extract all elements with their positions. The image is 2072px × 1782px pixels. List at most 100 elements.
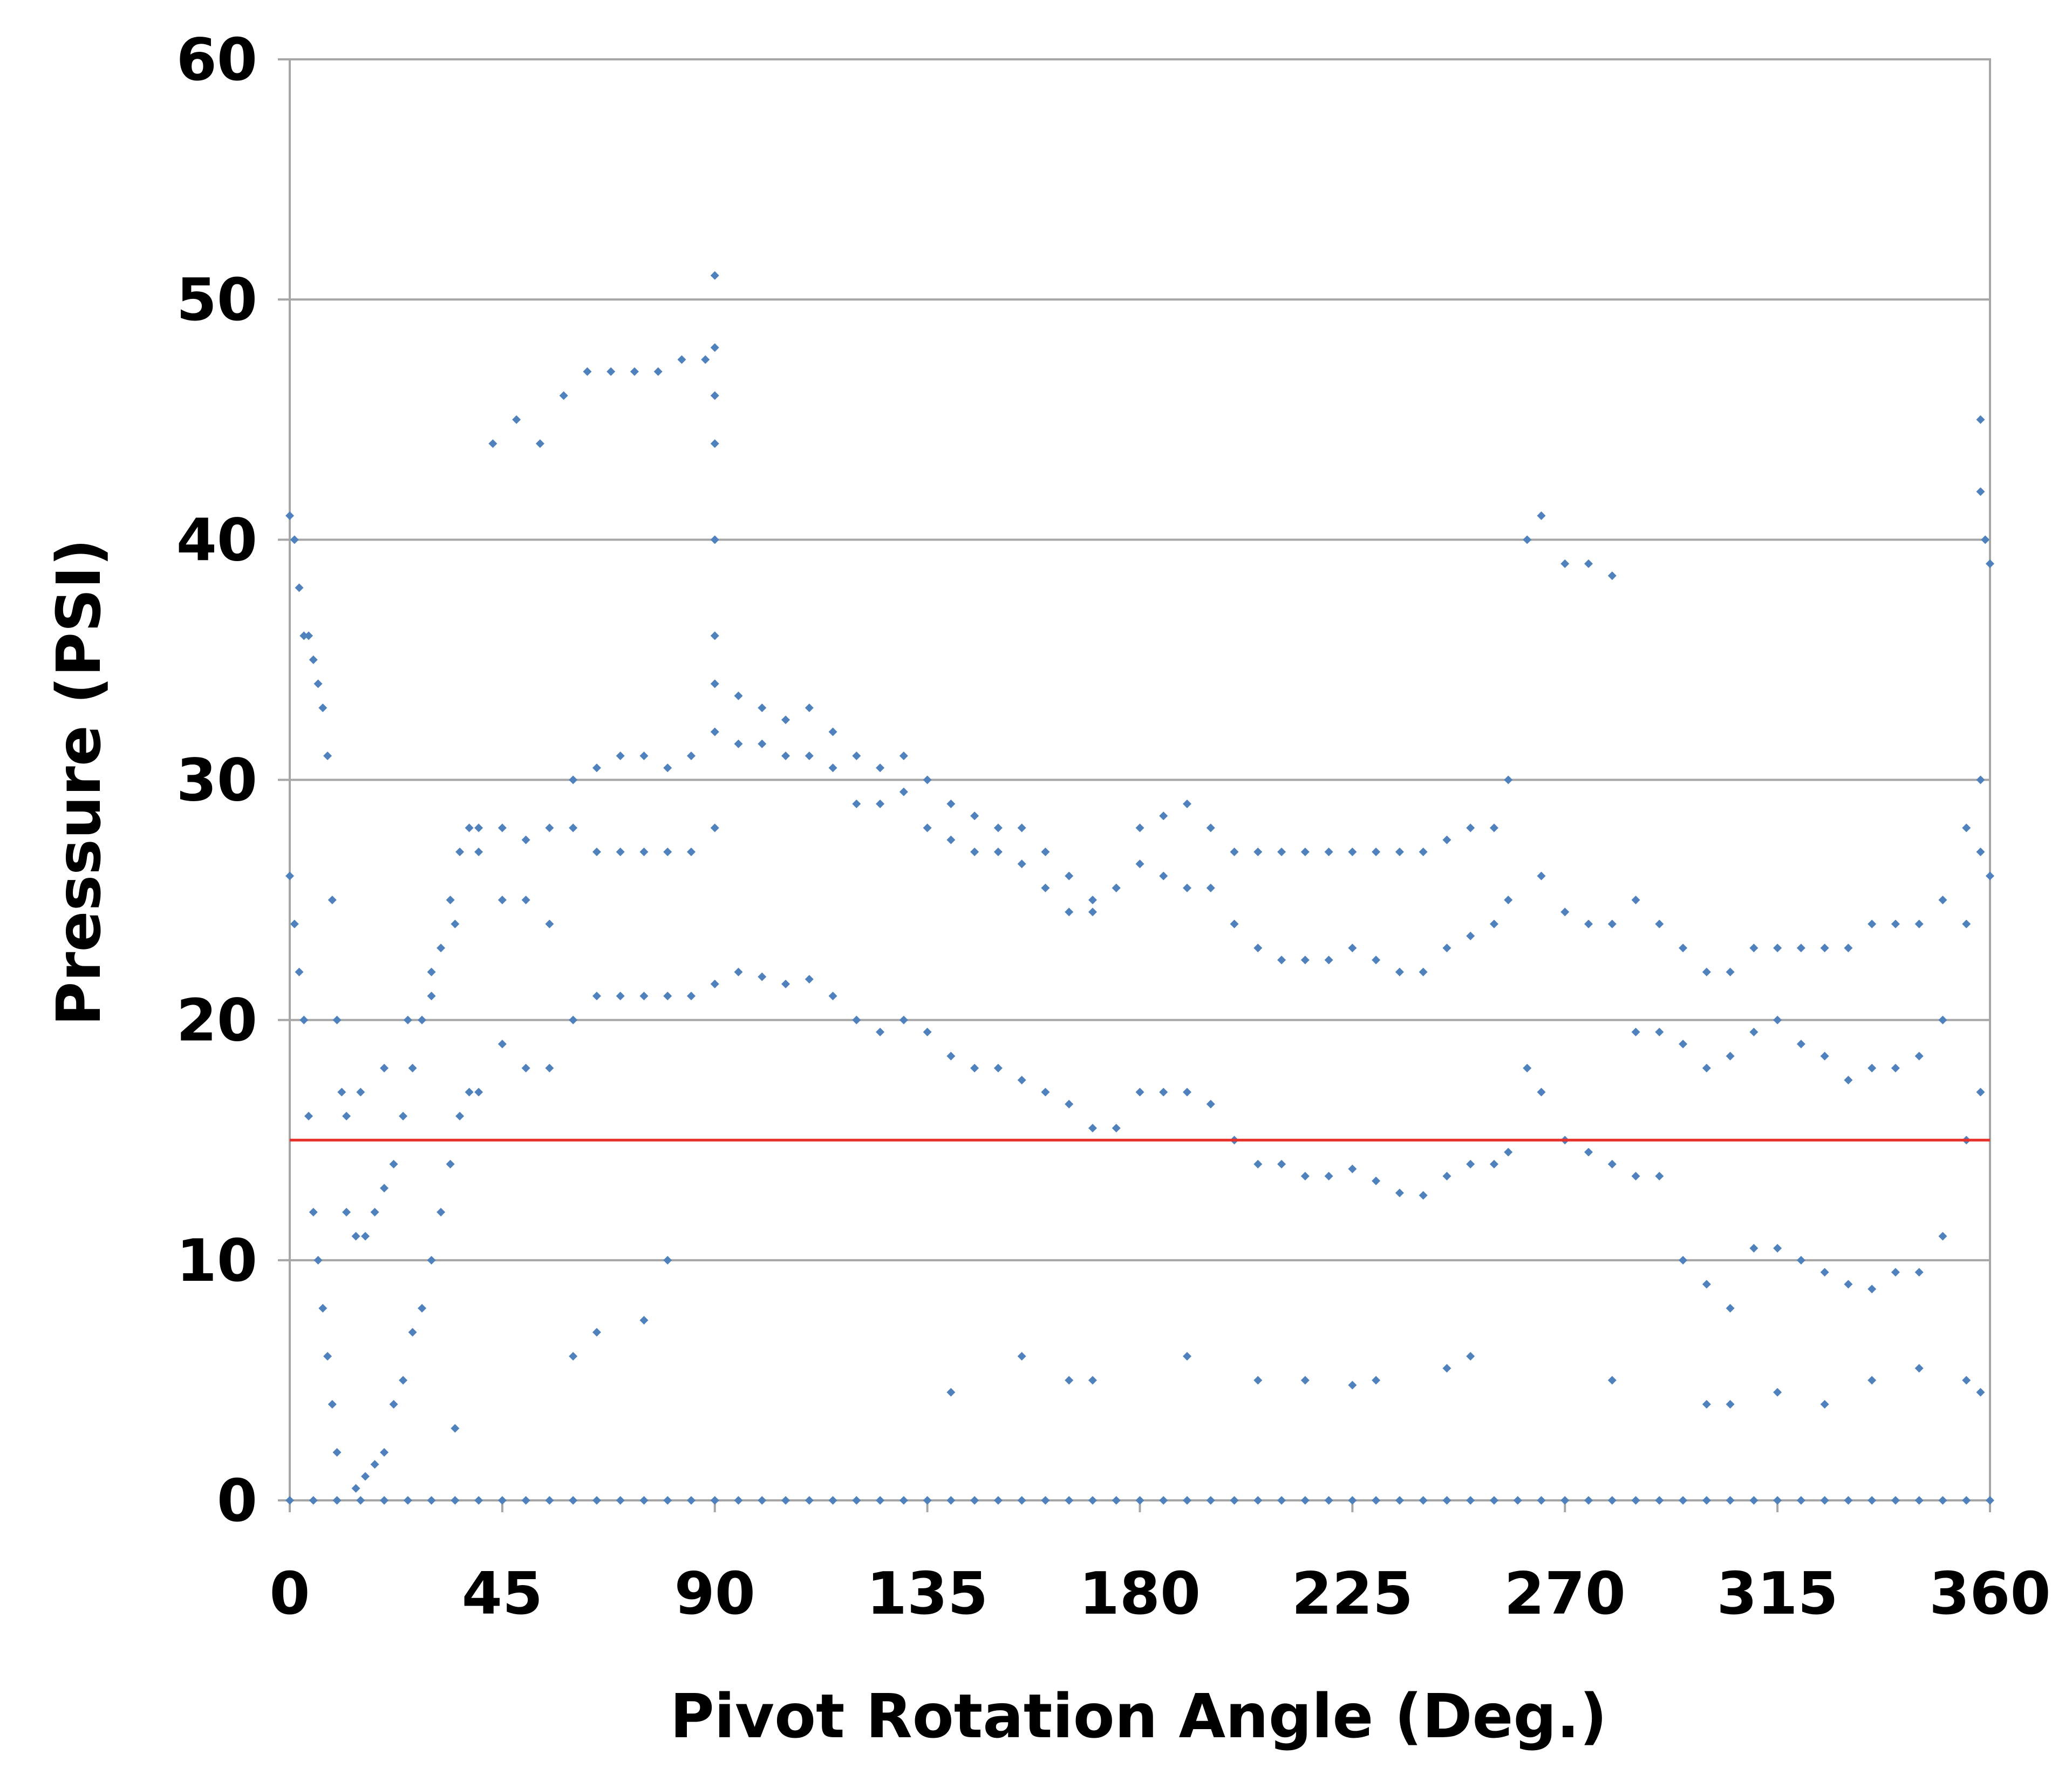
data-point: [876, 1496, 885, 1505]
data-point: [828, 727, 837, 736]
data-point: [1679, 944, 1688, 953]
data-point: [356, 1496, 365, 1505]
data-point: [781, 979, 790, 988]
data-point: [1253, 1159, 1263, 1169]
data-point: [309, 1207, 318, 1217]
data-point: [351, 1484, 360, 1493]
data-point: [852, 1015, 861, 1025]
data-point: [1976, 1088, 1985, 1097]
data-point: [474, 848, 483, 857]
data-point: [1749, 1496, 1759, 1505]
data-point: [946, 1496, 956, 1505]
data-point: [592, 992, 601, 1001]
data-point: [1206, 883, 1215, 892]
data-point: [663, 848, 672, 857]
data-point: [1348, 1381, 1357, 1390]
data-point: [313, 1255, 323, 1265]
data-point: [403, 1015, 412, 1025]
data-point: [474, 1496, 483, 1505]
data-point: [710, 1496, 719, 1505]
data-point: [497, 896, 507, 905]
data-point: [427, 1255, 436, 1265]
data-point: [1844, 944, 1853, 953]
data-point: [1348, 1496, 1357, 1505]
data-point: [309, 1496, 318, 1505]
data-point: [1844, 1075, 1853, 1084]
data-point: [356, 1088, 365, 1097]
data-point: [1395, 848, 1404, 857]
data-point: [923, 1027, 932, 1036]
data-point: [437, 1207, 446, 1217]
data-point: [592, 1328, 601, 1337]
data-point: [970, 848, 979, 857]
data-point: [1679, 1040, 1688, 1049]
data-point: [710, 679, 719, 688]
data-point: [521, 896, 530, 905]
data-point: [1504, 896, 1513, 905]
data-point: [1820, 1496, 1829, 1505]
data-point: [1300, 1172, 1310, 1181]
data-point: [1773, 944, 1782, 953]
data-point: [970, 811, 979, 821]
data-point: [1135, 1088, 1144, 1097]
data-point: [639, 848, 649, 857]
data-point: [1607, 571, 1617, 581]
data-point: [408, 1328, 417, 1337]
data-point: [332, 1496, 342, 1505]
data-point: [1962, 823, 1971, 832]
data-point: [1584, 1496, 1593, 1505]
data-point: [1395, 1496, 1404, 1505]
data-point: [1183, 883, 1192, 892]
data-point: [1523, 1063, 1532, 1073]
data-point: [852, 1496, 861, 1505]
y-tick-label: 50: [176, 267, 257, 334]
data-point: [1300, 1376, 1310, 1385]
data-point: [1112, 883, 1121, 892]
data-point: [1159, 1088, 1168, 1097]
data-point: [285, 1496, 294, 1505]
data-point: [1523, 535, 1532, 544]
data-point: [1489, 1159, 1498, 1169]
data-point: [1442, 1172, 1451, 1181]
data-point: [304, 1111, 313, 1121]
data-point: [876, 1027, 885, 1036]
data-point: [1324, 955, 1333, 965]
data-point: [1938, 896, 1947, 905]
data-point: [758, 703, 767, 712]
data-point: [521, 1063, 530, 1073]
data-point: [1277, 848, 1286, 857]
data-point: [1702, 1399, 1711, 1409]
data-point: [1986, 1496, 1994, 1505]
data-point: [1891, 1063, 1900, 1073]
data-point: [446, 1159, 455, 1169]
data-point: [1986, 559, 1994, 568]
data-point: [295, 967, 304, 977]
data-point: [1962, 1376, 1971, 1385]
data-point: [781, 751, 790, 760]
data-point: [616, 848, 625, 857]
data-point: [1607, 1496, 1617, 1505]
data-point: [993, 1496, 1003, 1505]
data-point: [1560, 907, 1570, 917]
data-point: [1442, 835, 1451, 844]
data-point: [1867, 1376, 1877, 1385]
data-point: [455, 848, 465, 857]
data-point: [1891, 1496, 1900, 1505]
data-point: [1419, 1496, 1428, 1505]
data-point: [380, 1063, 389, 1073]
data-point: [1844, 1496, 1853, 1505]
data-point: [569, 1351, 578, 1361]
data-point: [1277, 955, 1286, 965]
data-point: [663, 1496, 672, 1505]
data-point: [852, 800, 861, 809]
x-axis-title: Pivot Rotation Angle (Deg.): [670, 1682, 1607, 1752]
x-tick-label: 315: [1716, 1560, 1838, 1628]
data-point: [710, 823, 719, 832]
y-tick-label: 30: [176, 747, 257, 815]
data-point: [1504, 1148, 1513, 1157]
data-point: [1135, 859, 1144, 869]
x-tick-label: 180: [1079, 1560, 1201, 1628]
data-point: [710, 727, 719, 736]
data-point: [993, 848, 1003, 857]
gridlines: [278, 58, 1991, 1512]
